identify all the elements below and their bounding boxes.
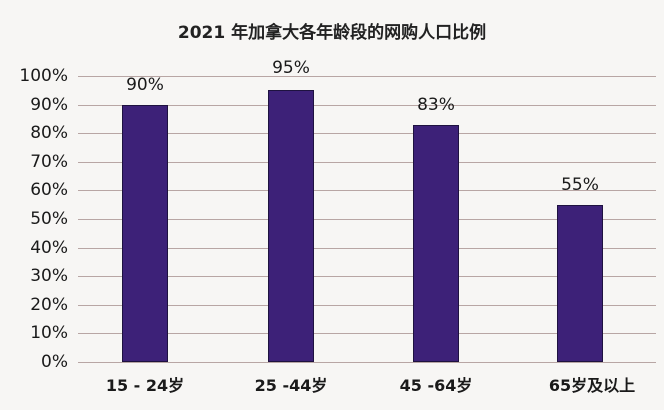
- y-tick-label: 30%: [30, 266, 68, 287]
- x-tick-label: 65岁及以上: [548, 376, 636, 395]
- bar-value-label: 95%: [272, 58, 310, 79]
- bar: [122, 104, 168, 362]
- bar-value-label: 90%: [126, 74, 164, 95]
- gridline: [78, 190, 656, 192]
- y-tick-label: 50%: [30, 209, 68, 229]
- x-tick-label: 25 -44岁: [254, 376, 328, 395]
- bar: [557, 204, 603, 362]
- gridline: [78, 276, 656, 278]
- gridline: [78, 76, 656, 77]
- y-tick-label: 70%: [30, 151, 68, 172]
- gridline: [78, 161, 656, 163]
- gridline: [78, 304, 656, 306]
- x-tick-label: 45 -64岁: [399, 376, 473, 395]
- gridline: [78, 104, 656, 106]
- gridline: [78, 362, 656, 363]
- gridline: [78, 247, 656, 249]
- y-tick-label: 40%: [30, 237, 68, 258]
- bar: [413, 124, 459, 362]
- y-tick-label: 60%: [30, 180, 68, 201]
- gridline: [78, 219, 656, 220]
- y-tick-label: 90%: [30, 94, 68, 115]
- x-tick-label: 15 - 24岁: [105, 376, 185, 395]
- y-tick-label: 10%: [30, 323, 68, 344]
- chart-title: 2021 年加拿大各年龄段的网购人口比例: [177, 23, 487, 43]
- plot-area: 90% 95% 83% 55%: [78, 58, 656, 363]
- y-tick-label: 20%: [30, 294, 68, 315]
- y-tick-label: 0%: [41, 352, 68, 372]
- y-tick-label: 100%: [19, 66, 68, 86]
- gridline: [78, 133, 656, 135]
- gridline: [78, 333, 656, 335]
- bar: [268, 90, 314, 362]
- bar-value-label: 83%: [417, 94, 455, 115]
- bar-value-label: 55%: [561, 174, 599, 195]
- y-tick-label: 80%: [30, 123, 68, 144]
